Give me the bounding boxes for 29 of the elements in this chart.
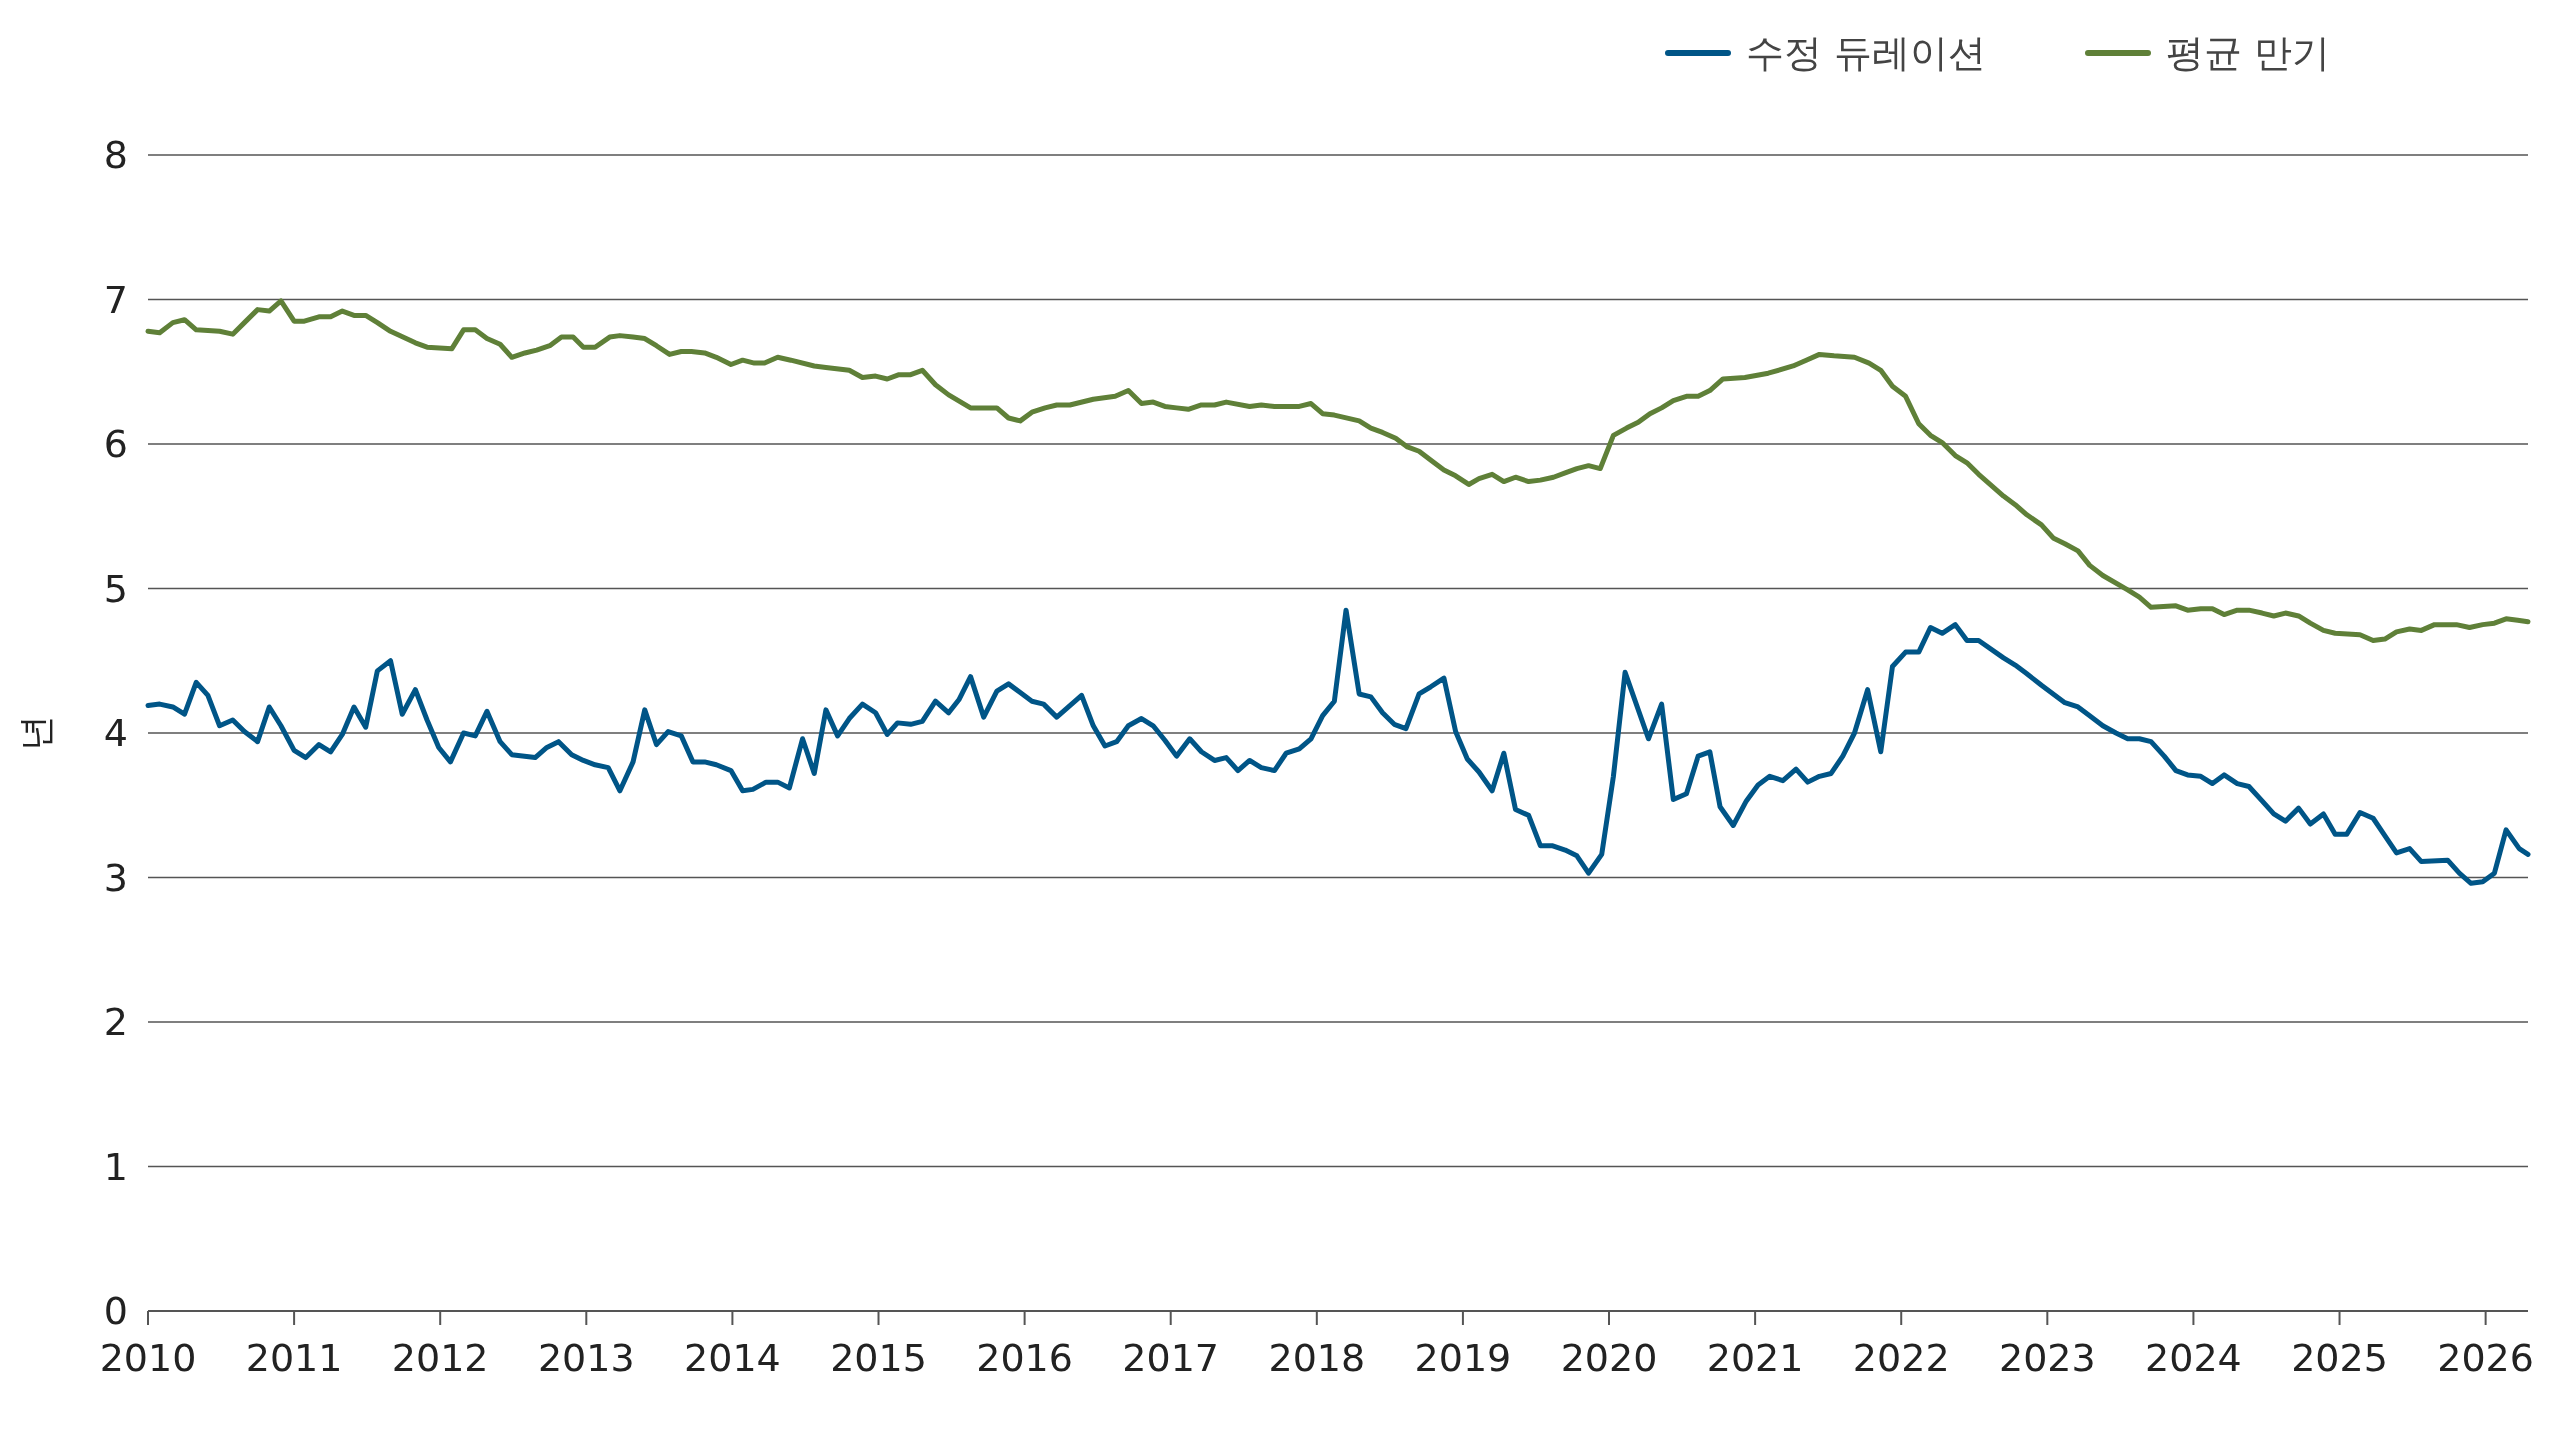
y-tick-label: 3: [103, 855, 128, 900]
y-tick-label: 1: [103, 1144, 128, 1189]
x-tick-label: 2011: [245, 1336, 343, 1380]
x-tick-label: 2023: [1998, 1336, 2096, 1380]
x-tick-label: 2013: [537, 1336, 635, 1380]
x-tick-label: 2012: [391, 1336, 489, 1380]
x-tick-label: 2010: [99, 1336, 197, 1380]
x-tick-label: 2016: [976, 1336, 1073, 1380]
x-tick-label: 2015: [830, 1336, 927, 1380]
x-tick-label: 2020: [1560, 1336, 1658, 1380]
y-axis-title: 년: [15, 715, 56, 751]
x-tick-label: 2025: [2291, 1336, 2388, 1380]
x-tick-label: 2019: [1414, 1336, 1512, 1380]
y-tick-label: 0: [103, 1289, 128, 1333]
y-tick-label: 8: [103, 133, 128, 177]
y-tick-label: 4: [103, 711, 128, 755]
x-tick-label: 2026: [2437, 1336, 2534, 1380]
y-tick-label: 7: [103, 277, 128, 322]
y-tick-label: 6: [103, 422, 128, 466]
x-tick-label: 2018: [1268, 1336, 1366, 1380]
x-tick-label: 2021: [1706, 1336, 1804, 1380]
x-tick-label: 2017: [1122, 1336, 1220, 1380]
y-tick-label: 2: [103, 1000, 128, 1044]
legend-label: 평균 만기: [2166, 31, 2331, 75]
x-tick-label: 2014: [684, 1336, 781, 1380]
y-tick-label: 5: [103, 566, 128, 611]
x-tick-label: 2022: [1852, 1336, 1950, 1380]
legend-label: 수정 듀레이션: [1746, 31, 1987, 75]
x-tick-label: 2024: [2145, 1336, 2242, 1380]
